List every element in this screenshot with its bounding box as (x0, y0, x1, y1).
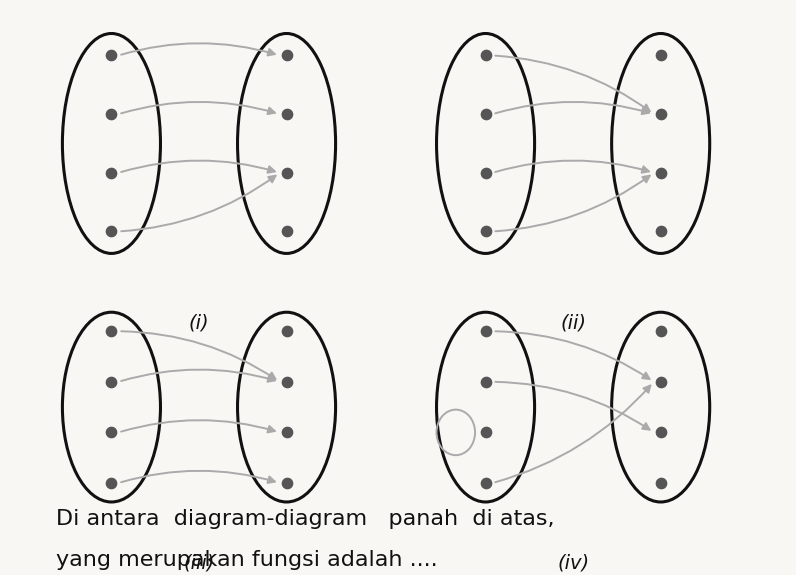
Text: Di antara  diagram-diagram   panah  di atas,: Di antara diagram-diagram panah di atas, (56, 509, 554, 529)
Point (479, 377, 492, 386)
Point (654, 327, 667, 336)
Point (105, 168, 118, 177)
Point (479, 428, 492, 437)
Point (105, 227, 118, 236)
Point (105, 327, 118, 336)
Point (280, 478, 293, 488)
Point (654, 377, 667, 386)
Point (654, 428, 667, 437)
Point (105, 51, 118, 60)
Point (280, 327, 293, 336)
Point (280, 227, 293, 236)
Point (654, 227, 667, 236)
Text: (i): (i) (189, 313, 209, 332)
Point (654, 109, 667, 118)
Point (654, 168, 667, 177)
Point (280, 109, 293, 118)
Text: (iv): (iv) (557, 554, 589, 573)
Point (479, 168, 492, 177)
Point (105, 478, 118, 488)
Point (280, 168, 293, 177)
Point (479, 109, 492, 118)
Point (479, 327, 492, 336)
Point (479, 227, 492, 236)
Text: (ii): (ii) (560, 313, 586, 332)
Point (280, 51, 293, 60)
Point (105, 109, 118, 118)
Text: (iii): (iii) (183, 554, 215, 573)
Point (479, 478, 492, 488)
Point (654, 478, 667, 488)
Point (654, 51, 667, 60)
Point (280, 428, 293, 437)
Point (105, 377, 118, 386)
Point (479, 51, 492, 60)
Point (280, 377, 293, 386)
Point (105, 428, 118, 437)
Text: yang merupakan fungsi adalah ....: yang merupakan fungsi adalah .... (56, 550, 437, 570)
